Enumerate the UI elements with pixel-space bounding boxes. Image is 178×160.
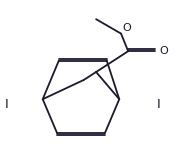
Text: O: O [159,46,168,56]
Text: O: O [123,23,132,33]
Text: I: I [157,97,160,111]
Text: I: I [5,97,9,111]
